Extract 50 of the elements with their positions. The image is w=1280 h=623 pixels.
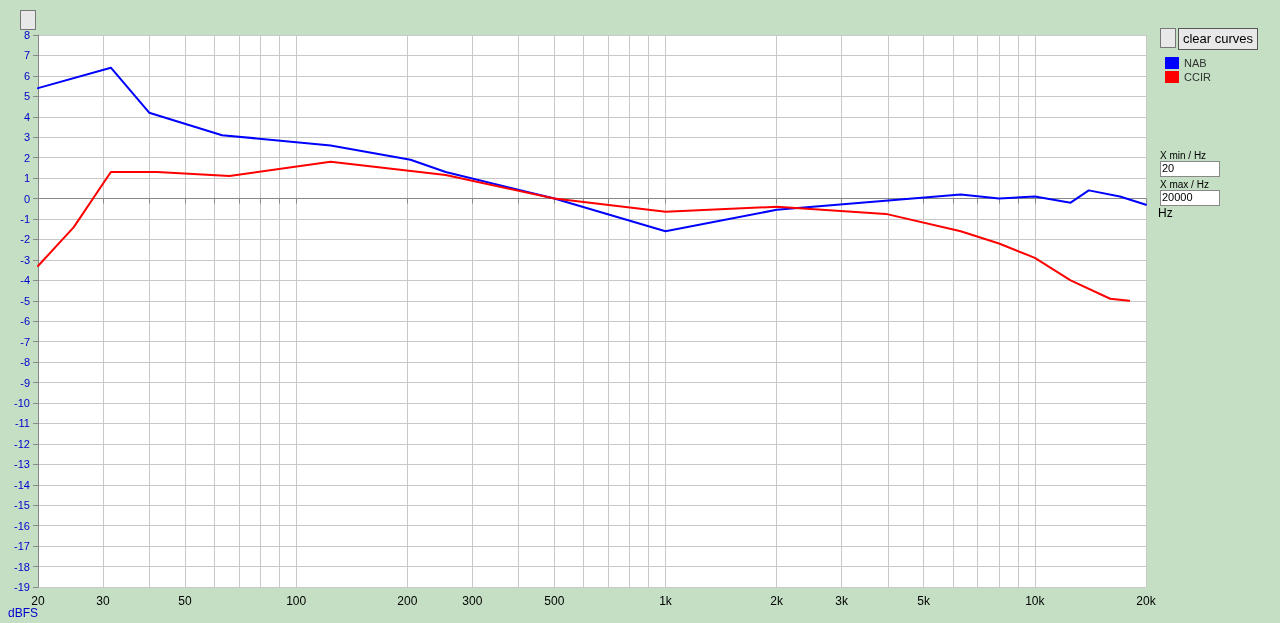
y-tick-label: -1 bbox=[20, 213, 30, 225]
y-tick-label: 4 bbox=[23, 110, 30, 123]
y-tick-label: 2 bbox=[23, 151, 30, 164]
y-tick-label: -17 bbox=[14, 540, 30, 553]
y-tick-label: 6 bbox=[23, 69, 30, 82]
y-tick-label: -14 bbox=[14, 478, 30, 491]
x-tick-label: 500 bbox=[544, 594, 565, 608]
y-tick-label: -16 bbox=[14, 519, 30, 532]
x-tick-label: 10k bbox=[1025, 594, 1046, 608]
legend-label: NAB bbox=[1184, 57, 1207, 69]
x-axis-title: Hz bbox=[1158, 205, 1173, 220]
y-tick-label: 8 bbox=[23, 29, 30, 41]
y-tick-label: -4 bbox=[20, 274, 30, 287]
x-tick-label: 30 bbox=[96, 594, 111, 608]
y-tick-label: -7 bbox=[20, 335, 30, 348]
x-tick-label: 1k bbox=[659, 594, 673, 608]
y-tick-label: -2 bbox=[20, 233, 30, 246]
x-tick-label: 20k bbox=[1136, 594, 1157, 608]
x-tick-label: 3k bbox=[835, 594, 850, 608]
y-tick-label: -3 bbox=[20, 253, 30, 266]
x-tick-label: 50 bbox=[178, 594, 192, 608]
y-tick-label: -15 bbox=[14, 499, 30, 512]
legend-label: CCIR bbox=[1184, 71, 1211, 83]
y-tick-label: 0 bbox=[23, 192, 30, 205]
y-tick-label: -9 bbox=[20, 376, 30, 389]
y-tick-label: 7 bbox=[23, 49, 30, 62]
x-tick-label: 5k bbox=[917, 594, 931, 608]
y-tick-label: -18 bbox=[14, 560, 30, 573]
x-tick-label: 200 bbox=[397, 594, 418, 608]
x-tick-label: 100 bbox=[286, 594, 307, 608]
x-tick-label: 2k bbox=[770, 594, 784, 608]
y-tick-label: -13 bbox=[14, 458, 30, 471]
text: X max / Hz bbox=[1160, 179, 1210, 190]
y-tick-label: 5 bbox=[23, 90, 30, 103]
text: clear curves bbox=[1178, 28, 1258, 50]
y-tick-label: -10 bbox=[14, 397, 30, 409]
y-tick-label: -11 bbox=[14, 417, 30, 430]
text: 20000 bbox=[1160, 190, 1220, 206]
y-tick-label: -6 bbox=[20, 315, 30, 328]
x-tick-label: 300 bbox=[462, 594, 483, 608]
y-tick-label: -8 bbox=[20, 356, 30, 369]
y-tick-label: -12 bbox=[14, 437, 30, 450]
y-tick-label: 3 bbox=[23, 131, 30, 144]
text: 20 bbox=[1160, 161, 1220, 177]
x-tick-label: 20 bbox=[31, 594, 45, 608]
text: X min / Hz bbox=[1160, 150, 1208, 161]
y-tick-label: -5 bbox=[20, 294, 30, 307]
y-tick-label: 1 bbox=[23, 172, 30, 185]
y-tick-label: -19 bbox=[14, 581, 30, 593]
y-axis-title: dBFS bbox=[7, 605, 38, 620]
